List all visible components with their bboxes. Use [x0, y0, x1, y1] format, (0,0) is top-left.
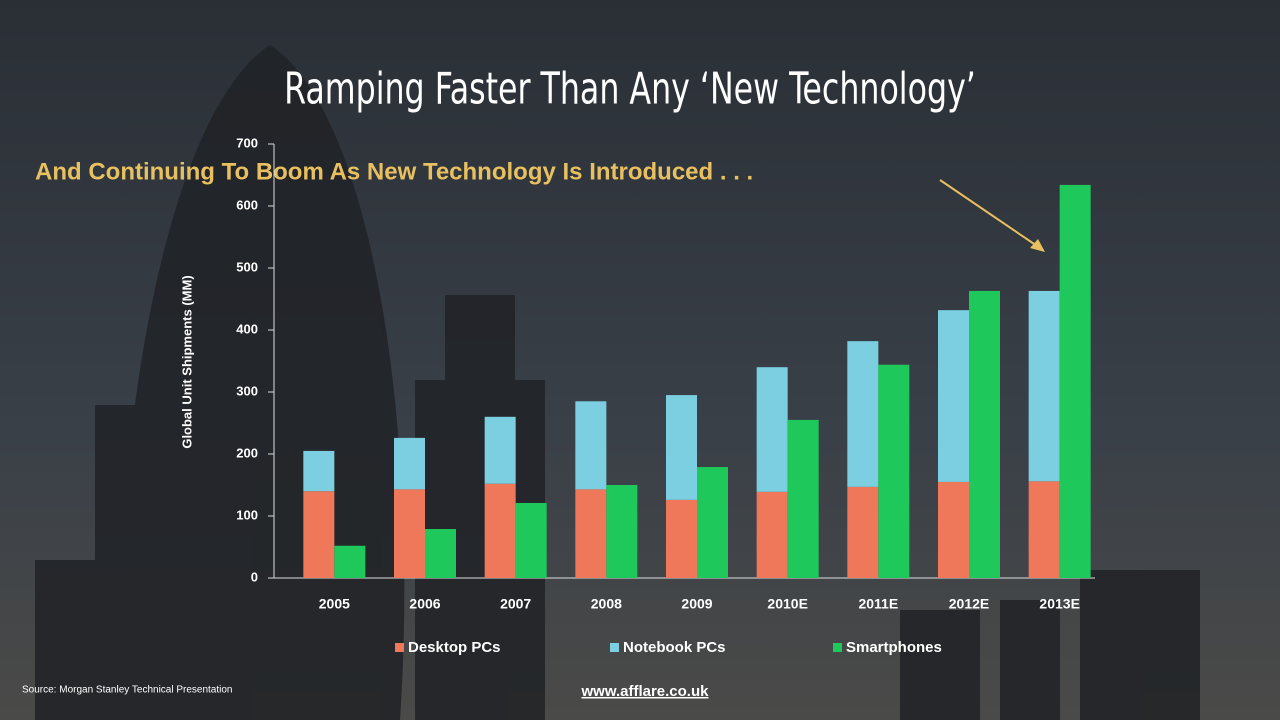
bar [666, 395, 697, 500]
source: Source: Morgan Stanley Technical Present… [22, 685, 233, 696]
bar [756, 367, 788, 492]
bar [938, 481, 969, 578]
bar [1028, 481, 1060, 578]
x-tick-label: 2009 [681, 596, 712, 612]
x-tick-label: 2010E [767, 596, 807, 612]
x-tick-label: 2012E [949, 596, 989, 612]
x-tick-label: 2007 [500, 596, 531, 612]
legend-swatch [610, 643, 619, 652]
bar [787, 419, 819, 578]
bar [303, 450, 335, 492]
bar [969, 290, 1000, 578]
bar [606, 485, 638, 578]
bar [484, 483, 516, 578]
bar [425, 529, 456, 578]
legend-label: Notebook PCs [623, 639, 726, 656]
legend-swatch [395, 643, 404, 652]
annotation: And Continuing To Boom As New Technology… [35, 158, 753, 185]
bar [303, 491, 335, 578]
x-tick-label: 2008 [591, 596, 622, 612]
bar [666, 499, 697, 578]
y-tick-label: 500 [236, 259, 258, 274]
chart-title: Ramping Faster Than Any ‘New Technology’ [284, 64, 976, 115]
bar [394, 437, 425, 490]
website[interactable]: www.afflare.co.uk [581, 683, 710, 700]
bar [1059, 184, 1091, 579]
y-tick-label: 100 [236, 507, 258, 522]
bar [847, 486, 879, 578]
bar [484, 416, 516, 484]
bar [1028, 290, 1060, 482]
bar [394, 489, 425, 578]
x-tick-label: 2005 [319, 596, 350, 612]
bar [515, 502, 547, 578]
y-tick-label: 700 [236, 135, 258, 150]
annotation-arrow [939, 179, 1044, 251]
bar [756, 491, 788, 578]
y-tick-label: 400 [236, 321, 258, 336]
x-tick-label: 2006 [409, 596, 440, 612]
arrow-head [1030, 239, 1045, 252]
legend-swatch [833, 643, 842, 652]
x-tick-label: 2011E [858, 596, 898, 612]
bar [334, 545, 366, 578]
y-tick-label: 200 [236, 445, 258, 460]
bar [938, 310, 969, 482]
legend-label: Desktop PCs [408, 639, 501, 656]
bar [847, 341, 879, 487]
bar [575, 489, 607, 578]
y-tick-label: 300 [236, 383, 258, 398]
y-tick-label: 600 [236, 197, 258, 212]
bar [575, 401, 607, 490]
legend-label: Smartphones [846, 639, 942, 656]
y-axis-label: Global Unit Shipments (MM) [179, 275, 194, 448]
bar [697, 467, 728, 578]
y-tick-label: 0 [251, 569, 258, 584]
x-tick-label: 2013E [1039, 596, 1079, 612]
bar [878, 364, 910, 578]
